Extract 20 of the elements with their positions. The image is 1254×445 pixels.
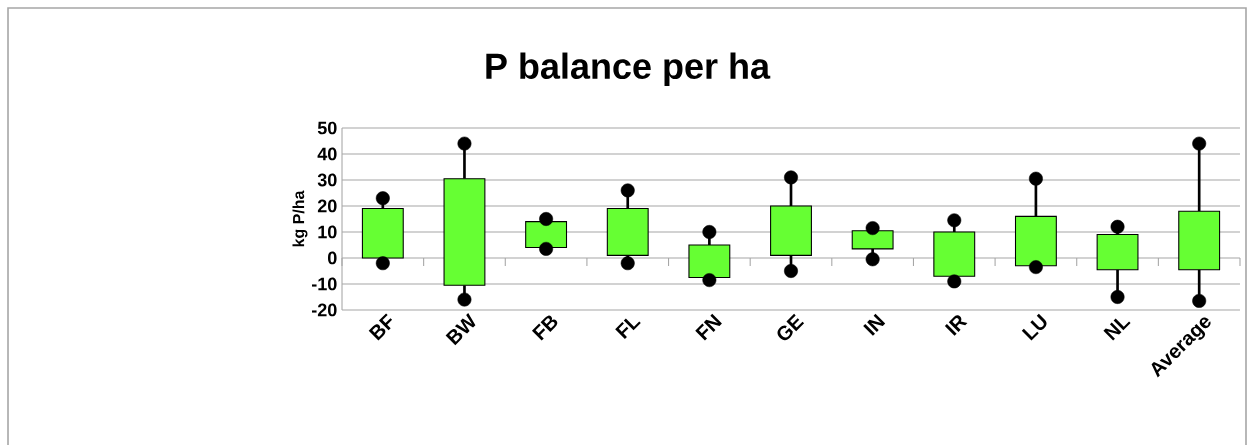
x-tick-label: BW [445, 312, 476, 346]
x-tick-label: IN [863, 313, 886, 336]
x-tick-label: GE [777, 313, 805, 341]
y-tick-label: -20 [311, 303, 337, 317]
x-tick-label: FB [531, 315, 558, 341]
y-tick-label: 0 [328, 251, 337, 265]
x-tick-label: BF [368, 313, 393, 341]
y-tick-label: 50 [317, 121, 337, 135]
x-tick-label: NL [1103, 318, 1131, 341]
y-tick-label: 10 [318, 225, 337, 239]
x-tick-label: FN [695, 313, 722, 341]
y-tick-label: 20 [317, 199, 337, 213]
y-tick-label: 40 [317, 147, 337, 161]
x-tick-label: FL [615, 318, 641, 339]
y-tick-label: 30 [317, 173, 337, 187]
x-tick-label: LU [1021, 313, 1047, 341]
x-tick-label: IR [944, 315, 968, 336]
y-tick-label: -10 [311, 277, 337, 291]
chart-title: P balance per ha [486, 52, 771, 87]
y-axis-title: kg P/ha [292, 190, 308, 247]
